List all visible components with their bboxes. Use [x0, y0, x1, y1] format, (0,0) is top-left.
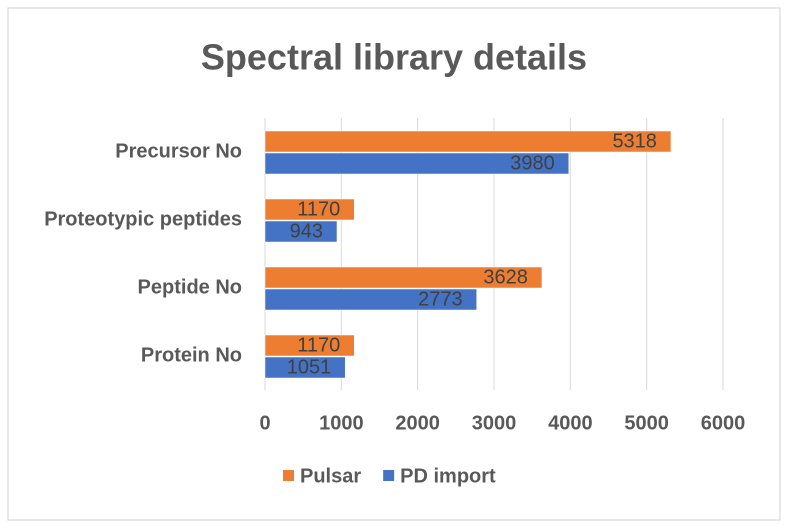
- bar: [264, 152, 570, 175]
- bar: [264, 356, 346, 379]
- data-label: 1170: [297, 198, 340, 220]
- data-label: 1170: [297, 334, 340, 356]
- data-label: 1051: [287, 356, 332, 378]
- data-label: 943: [290, 220, 323, 242]
- x-tick-label: 4000: [548, 412, 593, 434]
- x-tick-label: 1000: [319, 412, 364, 434]
- bar: [264, 334, 355, 357]
- bar: [264, 220, 338, 243]
- legend-label: PD import: [400, 465, 496, 487]
- y-tick-label: Precursor No: [115, 140, 242, 162]
- bar: [264, 266, 543, 289]
- bar: [264, 130, 672, 153]
- bar: [264, 198, 355, 221]
- legend-swatch: [283, 470, 294, 481]
- data-label: 3628: [483, 266, 528, 288]
- x-tick-label: 5000: [624, 412, 669, 434]
- y-tick-label: Peptide No: [138, 276, 242, 298]
- data-label: 2773: [418, 288, 463, 310]
- y-tick-label: Proteotypic peptides: [44, 208, 242, 230]
- chart-border: [7, 7, 781, 521]
- bar: [264, 288, 477, 311]
- legend-label: Pulsar: [300, 465, 361, 487]
- x-tick-label: 3000: [472, 412, 517, 434]
- x-tick-label: 6000: [701, 412, 746, 434]
- x-tick-label: 2000: [395, 412, 440, 434]
- data-label: 5318: [612, 130, 657, 152]
- legend-swatch: [383, 470, 395, 481]
- x-tick-label: 0: [259, 412, 270, 434]
- y-tick-label: Protein No: [141, 344, 242, 366]
- chart-title: Spectral library details: [201, 37, 587, 78]
- data-label: 3980: [510, 152, 555, 174]
